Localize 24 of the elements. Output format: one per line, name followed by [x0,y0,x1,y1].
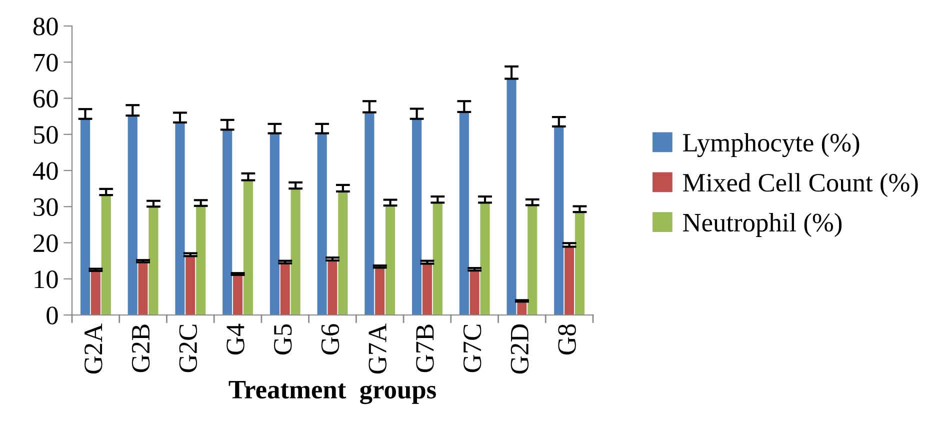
x-tick-label: G7C [463,324,482,372]
x-tick-label: G5 [274,324,292,354]
y-tick-label: 0 [46,306,58,324]
y-tick-label: 70 [34,54,58,72]
x-axis-title: Treatment groups [228,381,436,404]
legend-label: Neutrophil (%) [683,213,842,237]
y-tick-label: 30 [34,198,58,216]
y-tick-label: 10 [34,270,58,288]
y-tick-label: 80 [33,18,58,36]
y-tick-label: 40 [32,162,58,180]
y-tick-label: 50 [34,126,58,144]
x-tick-label: G2A [84,324,102,374]
x-tick-label: G7B [416,324,434,372]
x-tick-label: G7A [368,324,386,374]
x-tick-label: G2D [510,324,529,374]
x-tick-label: G8 [558,324,576,354]
x-tick-label: G4 [226,324,244,354]
legend-label: Lymphocyte (%) [683,133,860,158]
y-tick-label: 60 [34,90,58,108]
x-tick-label: G2B [132,324,150,372]
legend-label: Mixed Cell Count (%) [683,173,918,198]
x-tick-label: G2C [179,324,198,372]
y-tick-label: 20 [34,234,58,252]
x-tick-label: G6 [321,324,340,354]
